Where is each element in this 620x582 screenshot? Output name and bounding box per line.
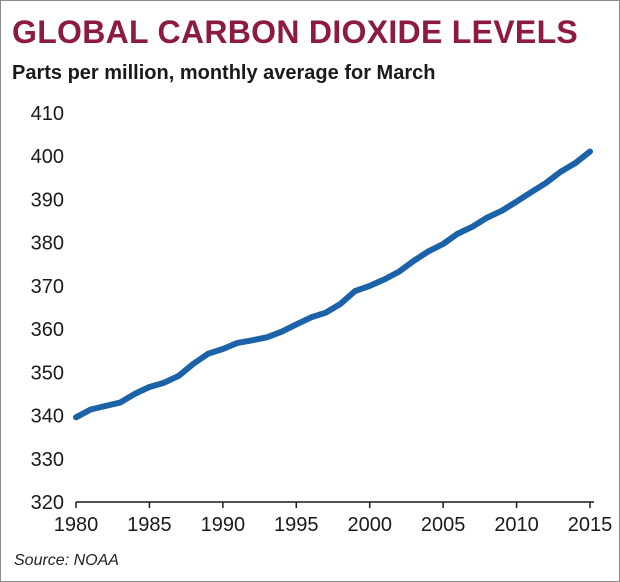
x-tick-label: 1985 bbox=[127, 514, 172, 536]
x-tick-label: 2005 bbox=[421, 514, 466, 536]
series-layer bbox=[73, 148, 593, 421]
y-tick-label: 320 bbox=[31, 492, 64, 514]
y-tick-label: 340 bbox=[31, 406, 64, 428]
x-tick-label: 2015 bbox=[568, 514, 613, 536]
y-tick-label: 370 bbox=[31, 276, 64, 298]
source-note: Source: NOAA bbox=[14, 552, 119, 569]
x-tick-label: 1995 bbox=[274, 514, 319, 536]
y-tick-label: 330 bbox=[31, 449, 64, 471]
y-tick-label: 410 bbox=[31, 103, 64, 125]
x-tick-label: 1990 bbox=[201, 514, 246, 536]
y-tick-label: 400 bbox=[31, 146, 64, 168]
x-tick-label: 2010 bbox=[494, 514, 539, 536]
y-tick-label: 390 bbox=[31, 189, 64, 211]
x-axis: 1980 1985 1990 1995 2000 2005 2010 2015 bbox=[54, 501, 613, 536]
co2-series-line bbox=[73, 148, 593, 421]
y-tick-label: 350 bbox=[31, 362, 64, 384]
y-tick-label: 380 bbox=[31, 233, 64, 255]
x-tick-label: 2000 bbox=[347, 514, 392, 536]
x-tick-label: 1980 bbox=[54, 514, 99, 536]
y-tick-label: 360 bbox=[31, 319, 64, 341]
chart-title: GLOBAL CARBON DIOXIDE LEVELS bbox=[12, 14, 579, 50]
chart-subtitle: Parts per million, monthly average for M… bbox=[12, 62, 436, 84]
y-axis: 410 400 390 380 370 360 350 340 330 320 bbox=[31, 103, 64, 514]
